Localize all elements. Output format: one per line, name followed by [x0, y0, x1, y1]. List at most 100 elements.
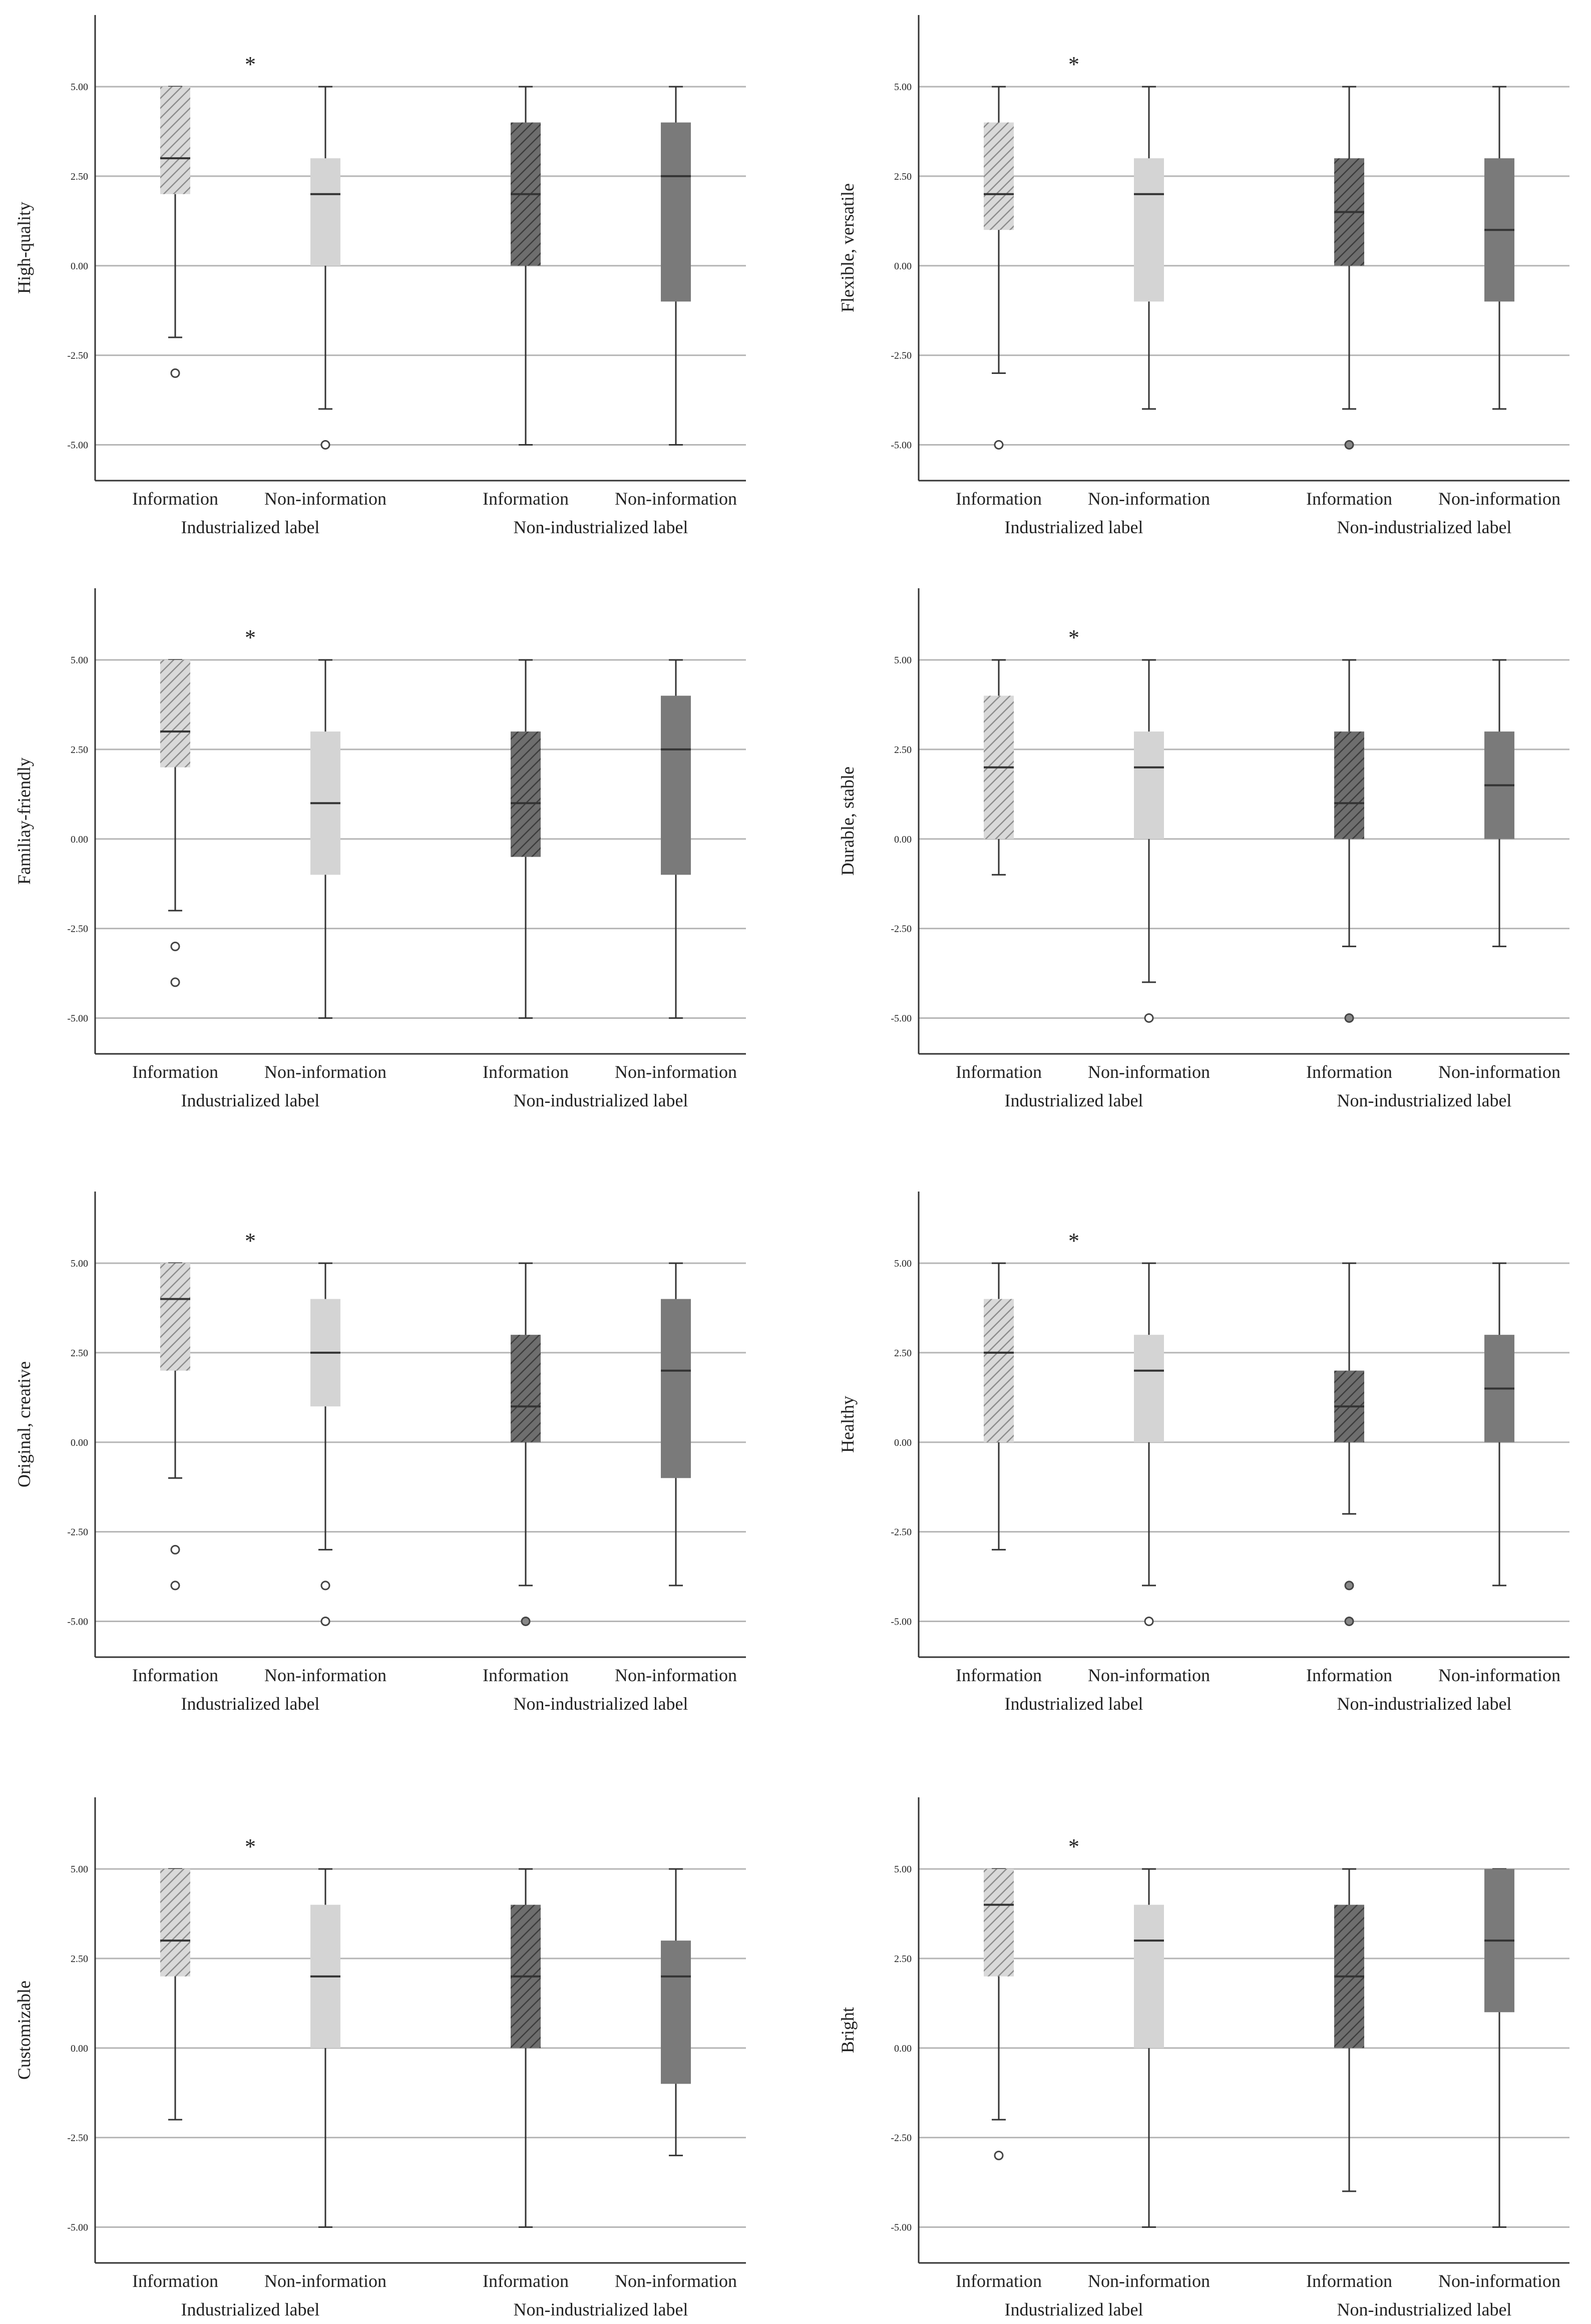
box-iqr	[310, 158, 340, 266]
y-tick-label: -2.50	[891, 924, 912, 935]
y-axis-label: High-quality	[14, 202, 34, 294]
box-iqr	[1134, 158, 1164, 302]
y-axis-label: Familiay-friendly	[14, 757, 34, 885]
outlier-point	[320, 1616, 330, 1626]
category-label: Information	[1306, 2271, 1392, 2291]
box-1	[310, 1868, 340, 2228]
outlier-point	[170, 1544, 180, 1555]
y-tick-label: 5.00	[894, 82, 912, 93]
box-3	[661, 1262, 691, 1587]
outlier-point	[170, 941, 180, 951]
category-label: Information	[483, 2271, 569, 2291]
box-iqr	[160, 1263, 190, 1371]
y-tick-label: 5.00	[71, 1864, 88, 1875]
y-tick-label: 2.50	[71, 171, 88, 182]
y-tick-label: 0.00	[71, 1437, 88, 1448]
box-2	[511, 86, 541, 446]
category-label: Non-information	[264, 489, 386, 509]
y-tick-label: 5.00	[894, 1258, 912, 1269]
significance-star: *	[1068, 1229, 1079, 1253]
y-tick-label: 2.50	[71, 744, 88, 755]
box-iqr	[160, 87, 190, 194]
y-tick-label: 2.50	[894, 1348, 912, 1359]
y-tick-label: 2.50	[894, 171, 912, 182]
box-iqr	[661, 695, 691, 875]
group-label: Non-industrialized label	[1337, 1090, 1512, 1110]
box-2	[1334, 659, 1364, 1023]
significance-star: *	[1068, 52, 1079, 77]
y-tick-label: 5.00	[894, 655, 912, 666]
group-label: Industrialized label	[1005, 1090, 1143, 1110]
category-label: Information	[483, 489, 569, 509]
boxplot-panel: 5.00 2.50 0.00 -2.50 -5.00 Flexible, versatil…	[838, 15, 1569, 537]
box-iqr	[661, 1299, 691, 1478]
y-tick-label: -2.50	[891, 350, 912, 361]
y-tick-label: -5.00	[891, 1616, 912, 1627]
box-iqr	[1134, 731, 1164, 839]
y-tick-label: 0.00	[71, 834, 88, 845]
box-0	[160, 86, 190, 378]
box-0	[984, 1868, 1014, 2160]
group-label: Industrialized label	[181, 1090, 320, 1110]
box-2	[511, 659, 541, 1019]
outlier-point	[1144, 1616, 1154, 1626]
boxplot-panel: 5.00 2.50 0.00 -2.50 -5.00 Durable, stable * In…	[838, 588, 1569, 1110]
box-3	[661, 1868, 691, 2156]
box-iqr	[661, 1941, 691, 2084]
category-label: Non-information	[1088, 1062, 1210, 1082]
category-label: Information	[1306, 489, 1392, 509]
y-axis-label: Bright	[838, 2007, 858, 2053]
category-label: Non-information	[615, 1062, 737, 1082]
box-1	[1134, 659, 1164, 1023]
category-label: Information	[132, 1062, 218, 1082]
group-label: Industrialized label	[1005, 2299, 1143, 2319]
box-iqr	[1134, 1904, 1164, 2048]
category-label: Information	[483, 1062, 569, 1082]
outlier-point	[994, 440, 1004, 450]
box-1	[310, 659, 340, 1019]
outlier-point	[994, 2150, 1004, 2160]
outlier-point	[1144, 1013, 1154, 1023]
group-label: Non-industrialized label	[514, 2299, 688, 2319]
outlier-point	[1344, 1616, 1354, 1626]
box-0	[984, 659, 1014, 876]
group-label: Non-industrialized label	[1337, 517, 1512, 537]
group-label: Industrialized label	[1005, 1694, 1143, 1714]
category-label: Non-information	[1088, 2271, 1210, 2291]
outlier-point	[521, 1616, 531, 1626]
boxplot-panel: 5.00 2.50 0.00 -2.50 -5.00 Customizable * Infor…	[14, 1797, 746, 2319]
group-label: Non-industrialized label	[1337, 2299, 1512, 2319]
box-0	[984, 1262, 1014, 1551]
category-label: Non-information	[1088, 489, 1210, 509]
y-tick-label: -2.50	[67, 924, 88, 935]
box-0	[160, 1262, 190, 1591]
y-tick-label: -2.50	[891, 2133, 912, 2144]
outlier-point	[170, 1581, 180, 1591]
group-label: Non-industrialized label	[514, 1090, 688, 1110]
category-label: Information	[132, 2271, 218, 2291]
boxplot-panel: 5.00 2.50 0.00 -2.50 -5.00 Familiay-friendly *…	[14, 588, 746, 1110]
group-label: Non-industrialized label	[1337, 1694, 1512, 1714]
y-tick-label: 0.00	[894, 2043, 912, 2054]
category-label: Information	[1306, 1062, 1392, 1082]
category-label: Information	[956, 1062, 1042, 1082]
box-iqr	[1334, 731, 1364, 839]
group-label: Non-industrialized label	[514, 1694, 688, 1714]
box-iqr	[984, 1869, 1014, 1977]
box-0	[160, 659, 190, 987]
y-tick-label: 5.00	[894, 1864, 912, 1875]
y-tick-label: -5.00	[891, 1013, 912, 1024]
y-tick-label: -2.50	[891, 1527, 912, 1538]
group-label: Industrialized label	[181, 1694, 320, 1714]
significance-star: *	[245, 52, 256, 77]
y-tick-label: 5.00	[71, 1258, 88, 1269]
category-label: Information	[483, 1665, 569, 1685]
y-tick-label: -2.50	[67, 350, 88, 361]
y-tick-label: 0.00	[71, 2043, 88, 2054]
y-tick-label: 2.50	[71, 1348, 88, 1359]
box-1	[310, 86, 340, 450]
y-tick-label: -2.50	[67, 1527, 88, 1538]
outlier-point	[1344, 1013, 1354, 1023]
y-tick-label: 5.00	[71, 82, 88, 93]
